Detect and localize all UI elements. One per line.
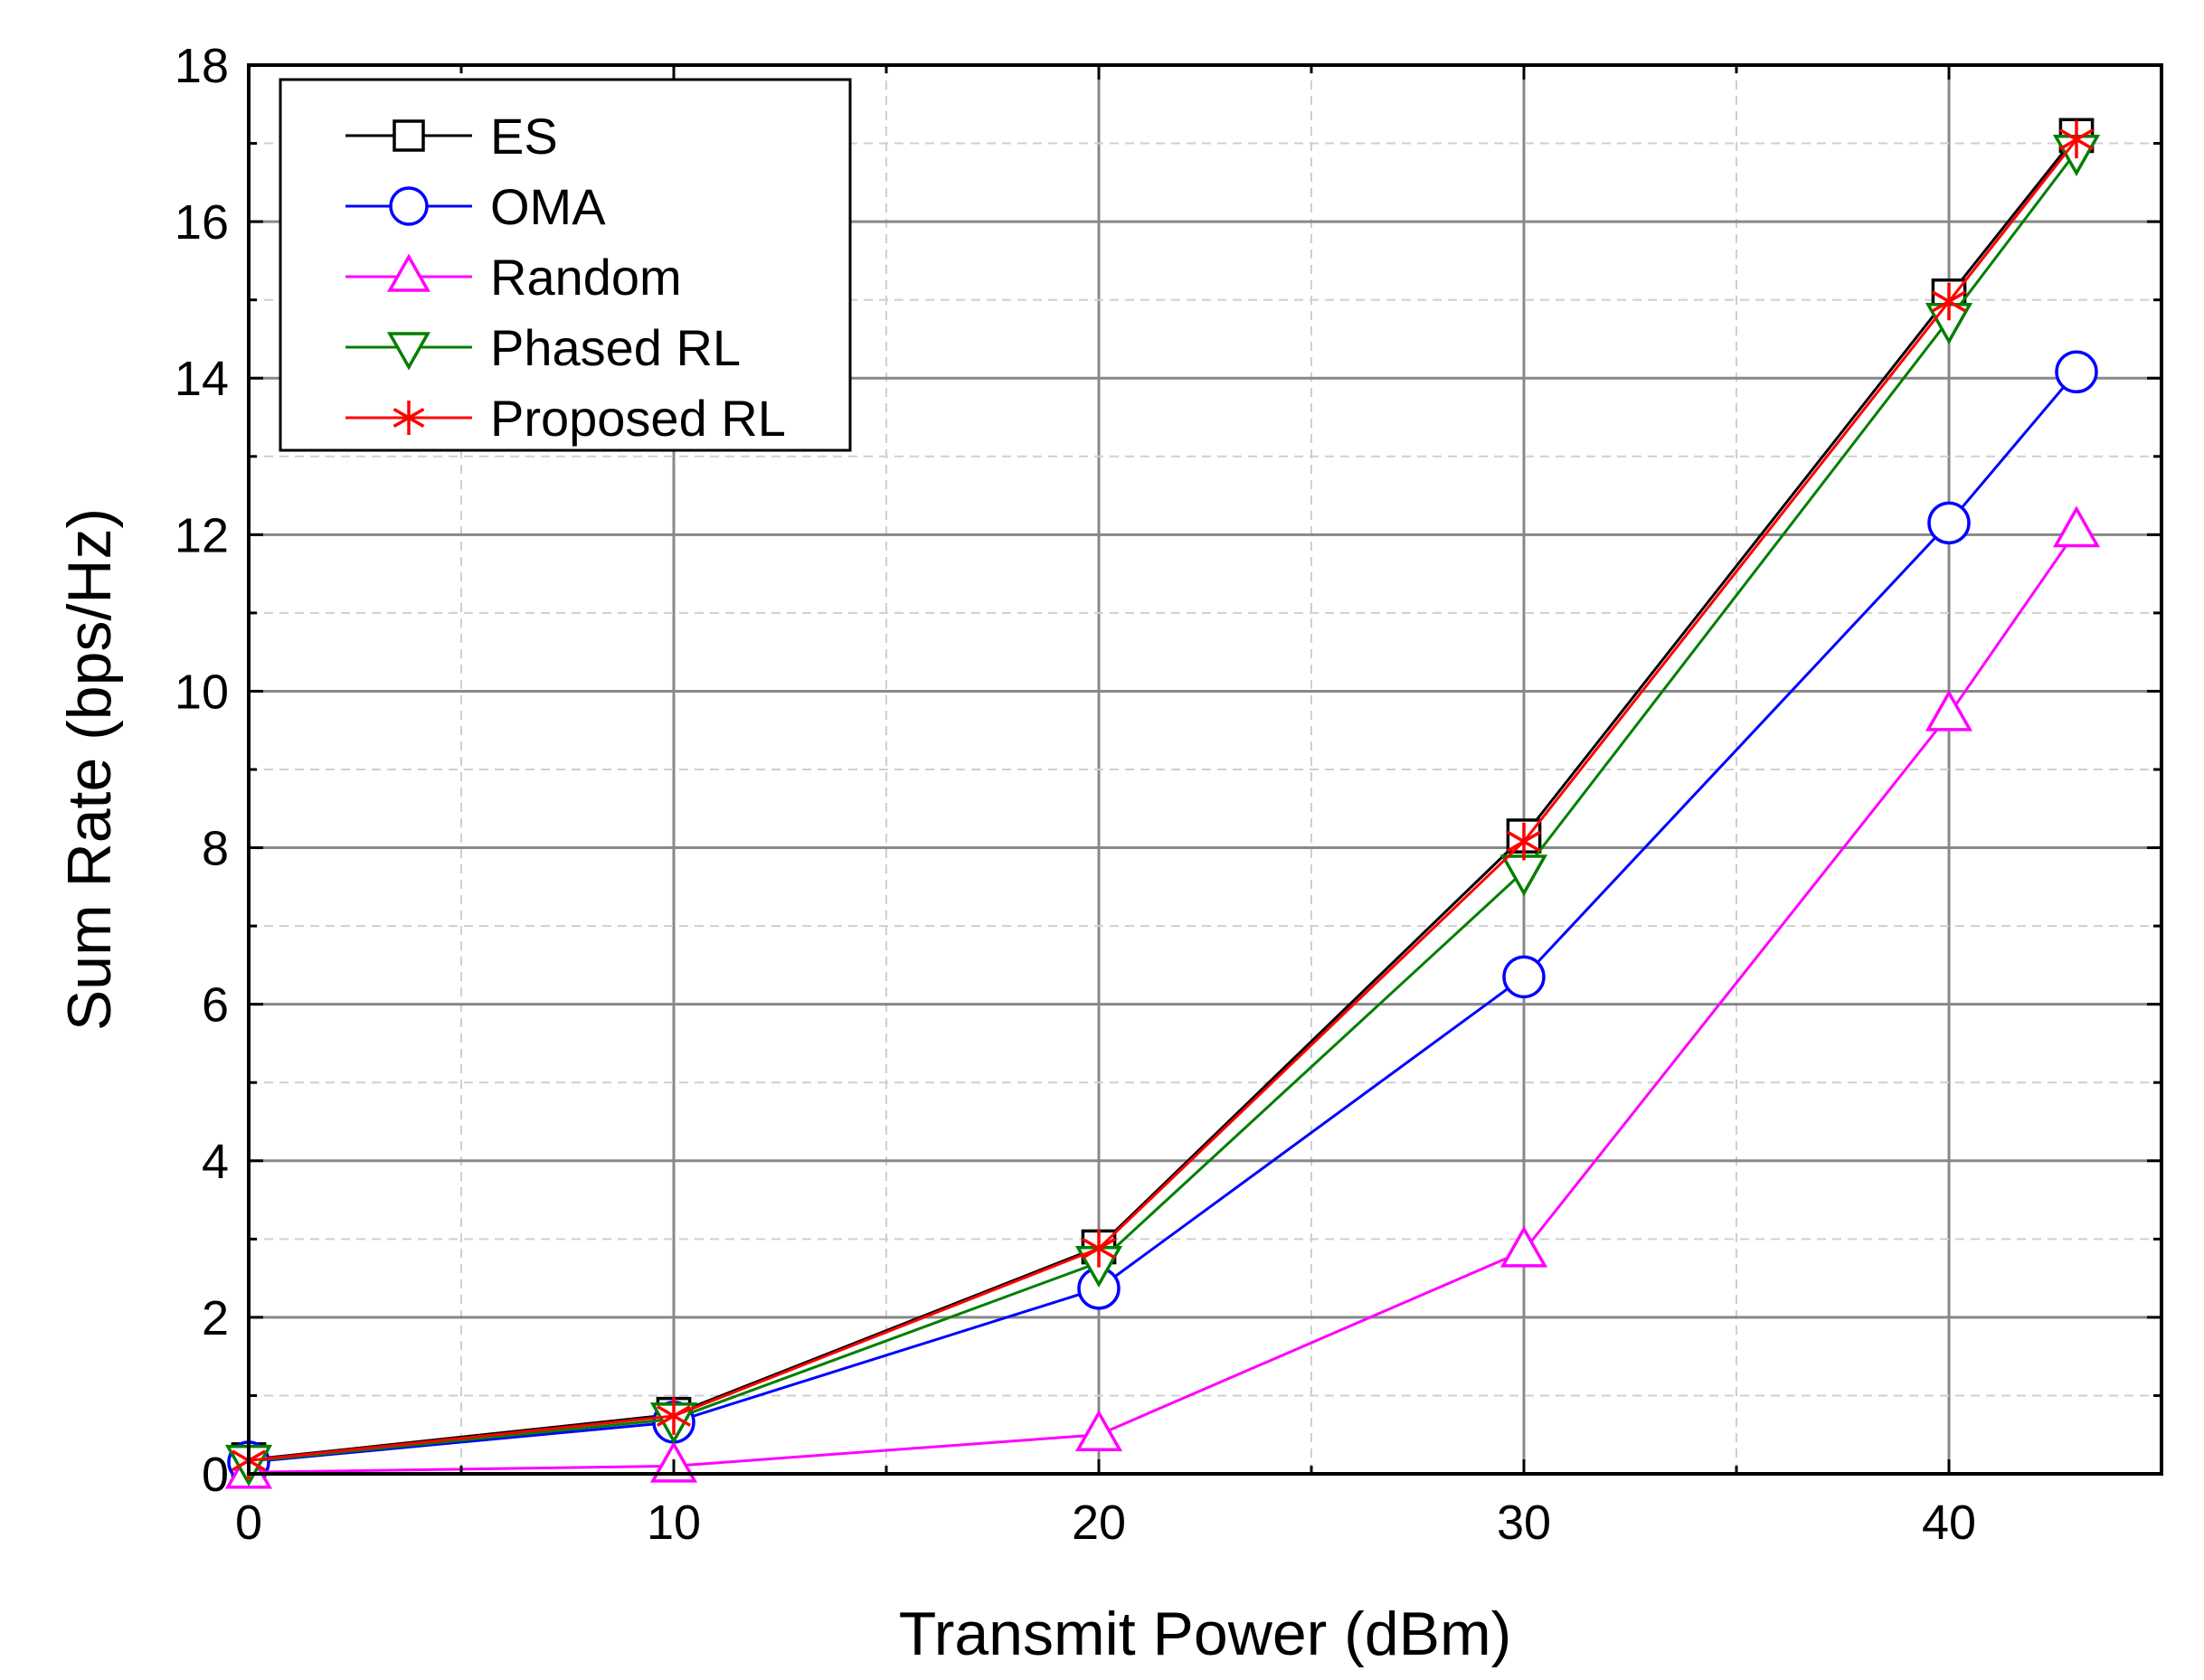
asterisk-stroke	[393, 407, 425, 429]
series-line-oma	[248, 371, 2078, 1464]
data-point-oma	[1927, 501, 1971, 545]
data-point-oma	[1502, 955, 1546, 999]
series-line-es	[248, 134, 2078, 1461]
data-point-proposed-rl	[1932, 282, 1966, 321]
asterisk-stroke	[1507, 830, 1541, 853]
legend-item-proposed-rl: Proposed RL	[345, 390, 786, 447]
x-axis-title: Transmit Power (dBm)	[899, 1600, 1512, 1668]
series-line-proposed-rl	[248, 138, 2078, 1462]
y-tick-label: 14	[175, 352, 229, 406]
legend-marker	[393, 119, 425, 152]
data-point-oma	[2055, 350, 2098, 394]
x-tick-label: 10	[647, 1496, 701, 1550]
data-point-random	[1074, 1409, 1123, 1451]
legend-item-random: Random	[345, 249, 682, 306]
data-point-random	[1925, 689, 1973, 731]
grid	[249, 65, 2161, 1474]
legend-label: Phased RL	[490, 319, 741, 376]
ticks	[247, 63, 2163, 1476]
legend-marker	[389, 186, 429, 226]
asterisk-stroke	[1932, 290, 1966, 313]
tick-labels: 0 10 20 30 40 0 2 4 6 8 10 12 14 16 18	[175, 39, 1976, 1550]
legend-item-oma: OMA	[345, 178, 606, 235]
data-point-random	[1499, 1225, 1548, 1268]
y-tick-label: 16	[175, 195, 229, 250]
data-point-proposed-rl	[657, 1397, 691, 1435]
legend-label: ES	[490, 108, 558, 165]
x-tick-label: 20	[1072, 1496, 1126, 1550]
series-line-random	[248, 530, 2078, 1474]
y-tick-label: 8	[202, 822, 229, 876]
y-tick-label: 0	[202, 1448, 229, 1502]
y-tick-label: 2	[202, 1291, 229, 1345]
x-tick-label: 40	[1922, 1496, 1976, 1550]
series-random	[224, 505, 2101, 1489]
data-point-proposed-rl	[2059, 120, 2094, 159]
legend-item-phased-rl: Phased RL	[345, 319, 741, 376]
data-point-proposed-rl	[1082, 1229, 1116, 1268]
asterisk-stroke	[1082, 1237, 1116, 1260]
legend: ES OMA Random Phased RL Proposed RL	[279, 78, 852, 452]
y-tick-label: 10	[175, 665, 229, 719]
legend-label: OMA	[490, 178, 606, 235]
legend-label: Random	[490, 249, 682, 306]
legend-label: Proposed RL	[490, 390, 786, 447]
legend-marker	[386, 253, 431, 292]
legend-box	[279, 78, 852, 452]
x-tick-label: 0	[235, 1496, 262, 1550]
legend-item-es: ES	[345, 108, 558, 165]
legend-marker	[386, 332, 431, 371]
asterisk-stroke	[2059, 128, 2094, 151]
x-tick-label: 30	[1497, 1496, 1551, 1550]
legend-marker	[393, 401, 425, 435]
y-axis-title: Sum Rate (bps/Hz)	[55, 508, 124, 1031]
data-point-random	[2052, 505, 2101, 548]
y-tick-label: 6	[202, 978, 229, 1033]
series-line-phased-rl	[248, 150, 2078, 1463]
data-point-proposed-rl	[1507, 822, 1541, 861]
asterisk-stroke	[657, 1404, 691, 1427]
y-tick-label: 12	[175, 508, 229, 562]
series-proposed-rl	[232, 120, 2094, 1480]
y-tick-label: 18	[175, 39, 229, 93]
y-tick-label: 4	[202, 1135, 229, 1189]
